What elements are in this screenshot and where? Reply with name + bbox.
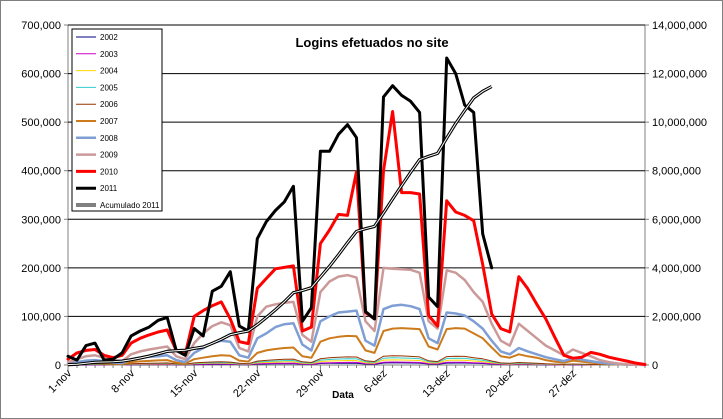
legend-label-2004: 2004: [100, 67, 118, 76]
legend-label-acumulado-2011: Acumulado 2011: [100, 201, 160, 210]
y-tick-label: 300,000: [21, 214, 61, 226]
y-tick-label: 600,000: [21, 69, 61, 81]
legend-label-2005: 2005: [100, 83, 118, 92]
legend-label-2003: 2003: [100, 50, 118, 59]
series-line-acumulado-2011-inner: [67, 86, 492, 366]
y2-tick-label: 8,000,000: [652, 166, 701, 178]
legend-label-2007: 2007: [100, 117, 118, 126]
y2-tick-label: 2,000,000: [652, 311, 701, 323]
legend-label-2002: 2002: [100, 33, 118, 42]
y-tick-label: 0: [55, 360, 61, 372]
y2-tick-label: 6,000,000: [652, 214, 701, 226]
legend: 2002 2003 2004 2005 2006 2007 2008 2009 2010 2011…: [71, 28, 163, 212]
series-line-2008: [66, 303, 647, 367]
y-tick-label: 500,000: [21, 117, 61, 129]
series-line-2011: [66, 56, 494, 362]
y2-tick-label: 4,000,000: [652, 263, 701, 275]
series-line-2006: [67, 355, 646, 366]
series-line-2010: [66, 110, 647, 366]
y2-tick-label: 12,000,000: [652, 69, 707, 81]
y2-tick-label: 14,000,000: [652, 20, 707, 32]
x-axis-title: Data: [332, 390, 354, 401]
y-tick-label: 100,000: [21, 311, 61, 323]
series-lines: [66, 56, 647, 367]
legend-label-2011: 2011: [100, 184, 118, 193]
gridlines: [68, 24, 645, 317]
legend-label-2006: 2006: [100, 100, 118, 109]
series-line-2007: [67, 327, 646, 366]
y-tick-label: 200,000: [21, 263, 61, 275]
y-tick-label: 400,000: [21, 166, 61, 178]
y-tick-label: 700,000: [21, 20, 61, 32]
y2-tick-label: 10,000,000: [652, 117, 707, 129]
legend-label-2010: 2010: [100, 167, 118, 176]
legend-label-2009: 2009: [100, 151, 118, 160]
legend-label-2008: 2008: [100, 134, 118, 143]
chart-title: Logins efetuados no site: [295, 35, 448, 50]
series-line-2009: [66, 266, 647, 367]
y2-tick-label: 0: [652, 360, 658, 372]
